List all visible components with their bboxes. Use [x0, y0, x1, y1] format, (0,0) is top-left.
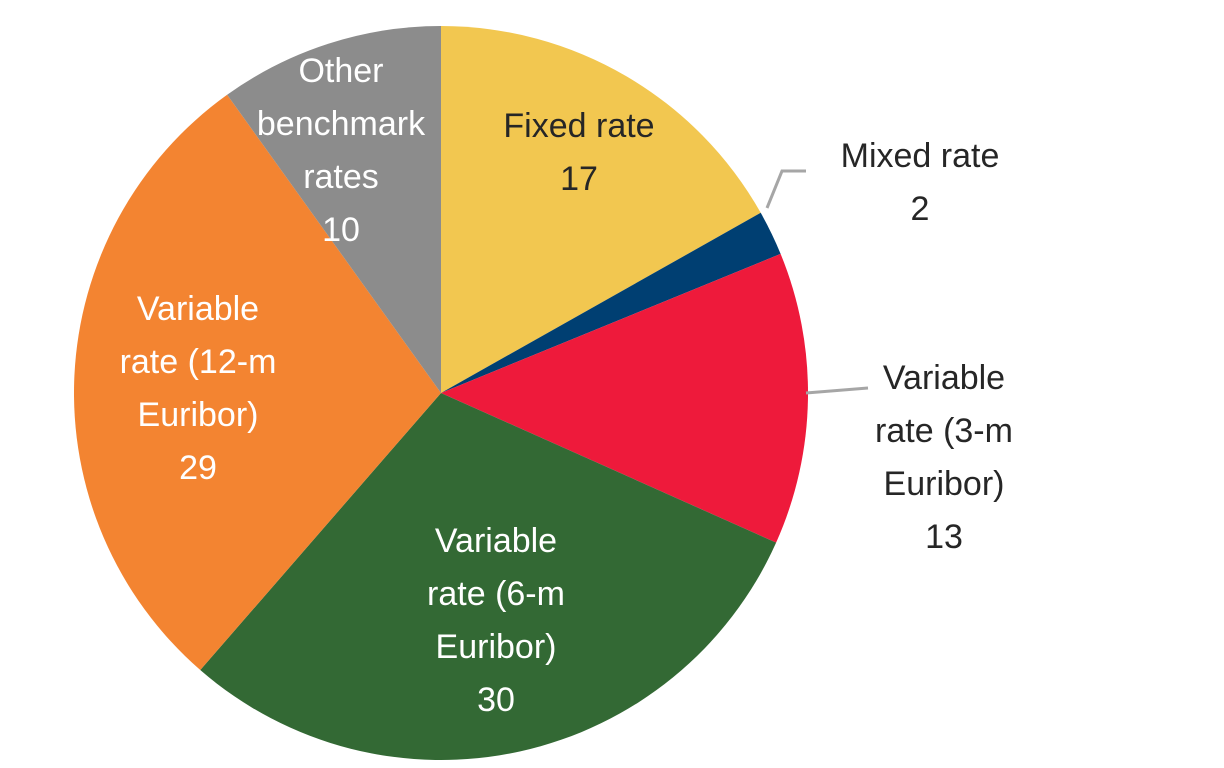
pie-slice-1 [441, 25, 761, 393]
slice-label-2: Mixed rate 2 [841, 137, 1000, 228]
slice-value: 2 [911, 190, 930, 228]
leader-line-3 [805, 386, 869, 395]
slice-label-line: Euribor) [436, 628, 557, 666]
pie-slice-4 [200, 393, 777, 761]
pie-slices [73, 25, 809, 761]
slice-label-5: Variable rate (12-m Euribor) 29 [120, 290, 277, 487]
slice-label-3: Variable rate (3-m Euribor) 13 [875, 359, 1013, 556]
slice-label-line: rates [303, 158, 379, 196]
pie-slice-3 [441, 253, 809, 543]
leader-line-2 [765, 169, 806, 209]
pie-slice-2 [441, 212, 781, 393]
slice-value: 29 [179, 449, 217, 487]
slice-label-line: Euribor) [884, 465, 1005, 503]
pie-slice-5 [73, 94, 442, 671]
pie-slice-6 [227, 26, 441, 393]
slice-label-1: Fixed rate 17 [503, 107, 654, 198]
slice-label-line: Euribor) [138, 396, 259, 434]
slice-value: 10 [322, 211, 360, 249]
slice-label-line: rate (6-m [427, 575, 565, 613]
slice-label-4: Variable rate (6-m Euribor) 30 [427, 522, 565, 719]
slice-value: 30 [477, 681, 515, 719]
slice-label-line: Variable [137, 290, 259, 328]
slice-label-line: benchmark [257, 105, 426, 143]
slice-label-line: Mixed rate [841, 137, 1000, 175]
slice-label-line: Variable [883, 359, 1005, 397]
slice-label-6: Other benchmark rates 10 [257, 52, 426, 249]
slice-label-line: rate (3-m [875, 412, 1013, 450]
slice-value: 13 [925, 518, 963, 556]
slice-value: 17 [560, 160, 598, 198]
slice-label-line: Variable [435, 522, 557, 560]
slice-label-line: Other [298, 52, 383, 90]
slice-label-line: rate (12-m [120, 343, 277, 381]
slice-label-line: Fixed rate [503, 107, 654, 145]
